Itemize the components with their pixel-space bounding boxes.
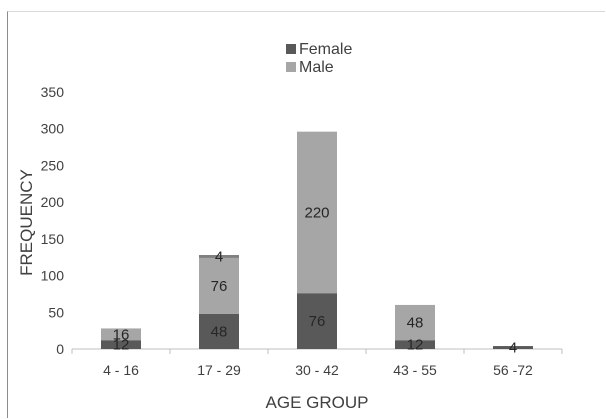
legend-swatch-female xyxy=(286,44,296,54)
data-label: 16 xyxy=(113,326,130,343)
data-label: 12 xyxy=(407,337,424,354)
data-label: 76 xyxy=(309,313,326,330)
bar-male xyxy=(199,257,239,314)
x-tick-label: 30 - 42 xyxy=(295,362,339,378)
data-label: 220 xyxy=(304,204,329,221)
data-label: 12 xyxy=(113,337,130,354)
data-label: 76 xyxy=(211,278,228,295)
x-tick-label: 43 - 55 xyxy=(393,362,437,378)
y-tick-label: 200 xyxy=(41,194,65,210)
x-tick-label: 4 - 16 xyxy=(103,362,139,378)
bar-female xyxy=(101,340,141,349)
x-tick-label: 56 -72 xyxy=(493,362,533,378)
legend-label-male: Male xyxy=(299,59,334,76)
y-axis-title: FREQUENCY xyxy=(17,169,36,276)
data-label: 48 xyxy=(211,323,228,340)
y-tick-label: 300 xyxy=(41,121,65,137)
y-tick-label: 50 xyxy=(48,304,64,320)
bar-female xyxy=(493,346,533,349)
y-tick-label: 100 xyxy=(41,268,65,284)
bar-male xyxy=(395,304,435,341)
bar-male xyxy=(101,328,141,341)
chart-frame xyxy=(7,11,605,418)
bar-female xyxy=(297,293,337,349)
bar-male xyxy=(297,131,337,294)
legend-label-female: Female xyxy=(299,41,352,58)
data-label: 48 xyxy=(407,315,424,332)
data-label: 4 xyxy=(215,248,223,265)
y-tick-label: 350 xyxy=(41,84,65,100)
bar-female xyxy=(199,313,239,349)
legend-swatch-male xyxy=(286,62,296,72)
x-tick-label: 17 - 29 xyxy=(197,362,241,378)
bar-female xyxy=(395,340,435,349)
y-tick-label: 0 xyxy=(56,341,64,357)
x-axis-title: AGE GROUP xyxy=(266,393,369,412)
data-label: 4 xyxy=(509,340,517,357)
y-tick-label: 150 xyxy=(41,231,65,247)
bar-segment-2 xyxy=(199,255,239,258)
y-tick-label: 250 xyxy=(41,157,65,173)
